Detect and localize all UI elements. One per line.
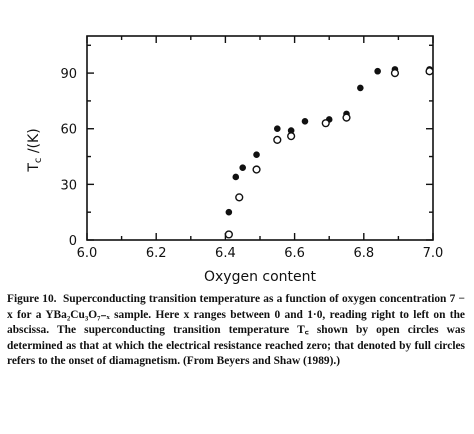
y-axis-tick-labels: 0 30 60 90 xyxy=(60,67,77,249)
y-axis-label-unit: /(K) xyxy=(26,128,42,157)
filled-circle-point xyxy=(225,208,233,216)
open-circle-point xyxy=(390,68,400,78)
plot-frame xyxy=(86,35,434,241)
x-tick-label: 7.0 xyxy=(423,246,444,261)
open-circle-point xyxy=(252,165,261,174)
x-axis-label: Oxygen content xyxy=(204,269,317,285)
y-axis-ticks xyxy=(87,44,433,241)
open-circle-point xyxy=(224,230,233,239)
x-axis-ticks xyxy=(86,36,434,240)
scatter-chart: 6.0 6.2 6.4 6.6 6.8 7.0 0 30 60 90 Oxygen conten… xyxy=(26,35,444,285)
y-tick-label: 0 xyxy=(69,234,77,249)
open-circle-point xyxy=(425,67,434,76)
caption-text: Superconducting transition temperature a… xyxy=(7,293,465,368)
open-circle-point xyxy=(273,135,282,144)
open-circle-point xyxy=(287,132,296,141)
filled-circle-point xyxy=(232,173,240,181)
x-tick-label: 6.4 xyxy=(215,246,236,261)
open-circle-point xyxy=(235,193,244,202)
x-axis-tick-labels: 6.0 6.2 6.4 6.6 6.8 7.0 xyxy=(77,246,444,261)
y-axis-label-main: T xyxy=(26,163,42,173)
x-tick-label: 6.0 xyxy=(77,246,98,261)
y-tick-label: 90 xyxy=(60,67,77,82)
open-circle-point xyxy=(321,119,330,128)
x-tick-label: 6.6 xyxy=(284,246,305,261)
filled-circle-point xyxy=(274,125,281,133)
open-circle-point xyxy=(342,113,351,122)
filled-circle-point xyxy=(239,164,246,171)
y-tick-label: 30 xyxy=(60,178,77,193)
filled-circle-point xyxy=(253,151,260,158)
figure-caption: Figure 10. Superconducting transition te… xyxy=(7,292,465,370)
caption-label: Figure 10. xyxy=(7,293,57,305)
filled-circle-point xyxy=(301,118,309,125)
y-axis-label-sub: c xyxy=(33,158,44,164)
y-axis-label: Tc /(K) xyxy=(26,128,44,172)
x-tick-label: 6.2 xyxy=(146,246,167,261)
data-points xyxy=(224,66,434,239)
filled-circle-point xyxy=(357,84,364,92)
filled-circle-point xyxy=(374,67,381,75)
y-tick-label: 60 xyxy=(60,123,77,138)
x-tick-label: 6.8 xyxy=(353,246,374,261)
